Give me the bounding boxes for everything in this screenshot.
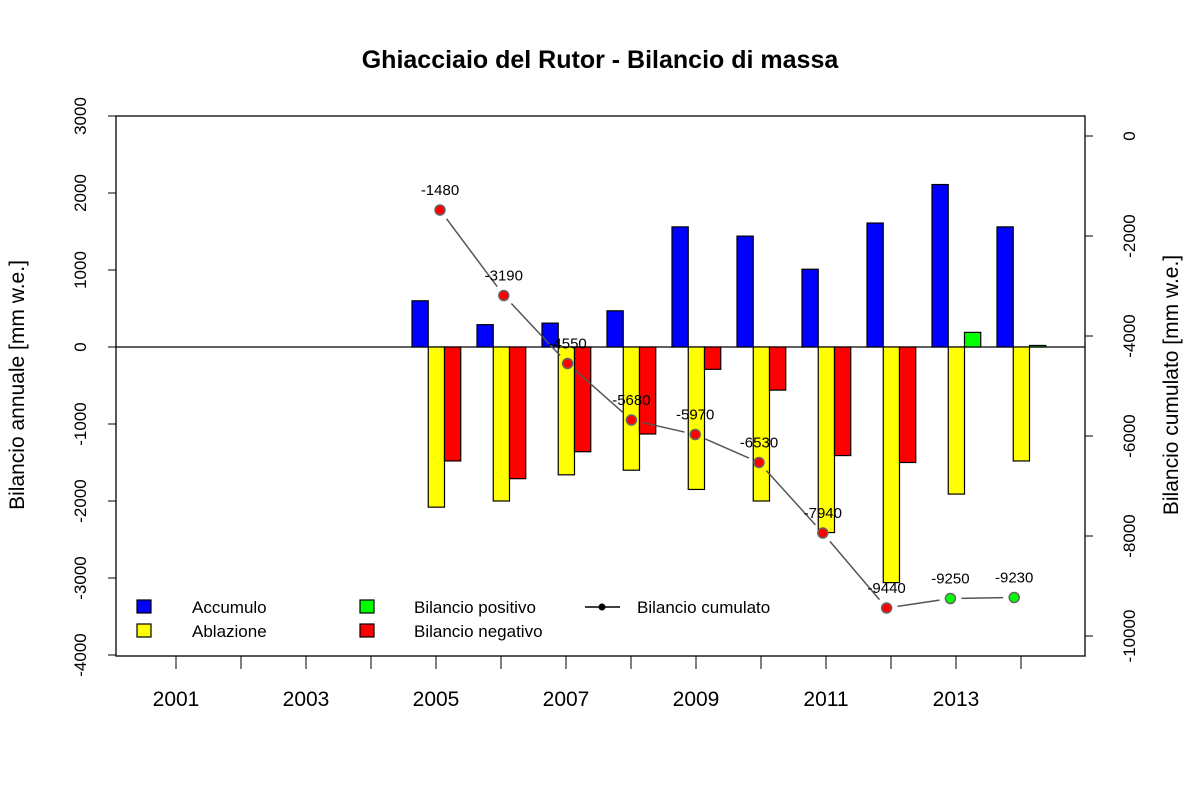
bar-accumulo-2009 (671, 226, 689, 348)
cumulative-point-2012 (880, 602, 893, 614)
cumulative-point-2013 (944, 592, 957, 605)
cumulative-point-2008 (625, 414, 638, 426)
y-tick-label: 2000 (71, 174, 90, 212)
legend-swatch-3 (359, 623, 375, 638)
bar-bilancio-2010 (768, 346, 787, 391)
bar-bilancio-2005 (443, 346, 462, 462)
bar-bilancio-2008 (638, 346, 657, 435)
bar-bilancio-2014 (1028, 344, 1047, 348)
cumulative-point-2005 (434, 204, 446, 216)
cumulative-segment (765, 470, 816, 526)
cumulative-label-2006: -3190 (485, 268, 523, 285)
y-tick-label: 3000 (71, 97, 90, 135)
legend-swatch-1 (136, 623, 152, 638)
y-tick-label: -1000 (71, 402, 90, 445)
legend-label-0: Accumulo (192, 598, 267, 617)
x-tick-label: 2007 (543, 688, 590, 711)
cumulative-segment (961, 596, 1004, 600)
bar-ablazione-2012 (882, 346, 901, 584)
cumulative-point-2006 (498, 289, 510, 302)
bar-accumulo-2014 (996, 226, 1014, 348)
y-tick-label: 1000 (71, 251, 90, 289)
plot-frame (115, 115, 1086, 657)
y-tick-label: -2000 (71, 479, 90, 522)
cumulative-label-2012: -9440 (867, 580, 905, 597)
cumulative-label-2008: -5680 (612, 392, 650, 409)
cumulative-segment (641, 421, 685, 433)
legend-swatch-2 (359, 599, 375, 614)
bar-ablazione-2009 (687, 346, 706, 491)
bar-ablazione-2006 (492, 346, 511, 502)
cumulative-label-2007: -4550 (548, 336, 586, 353)
cumulative-label-2010: -6530 (740, 435, 778, 452)
y2-tick-label: 0 (1120, 131, 1139, 140)
bar-accumulo-2013 (931, 183, 949, 348)
legend-label-1: Ablazione (192, 622, 267, 641)
bar-bilancio-2007 (573, 346, 592, 453)
cumulative-label-2011: -7940 (804, 505, 842, 522)
legend-swatch-0 (136, 599, 152, 614)
legend-point-swatch (598, 603, 606, 611)
cumulative-label-2009: -5970 (676, 407, 714, 424)
cumulative-label-2014: -9230 (995, 570, 1033, 587)
x-tick-label: 2009 (673, 688, 720, 711)
x-tick-label: 2013 (933, 688, 980, 711)
legend-label-2: Bilancio positivo (414, 598, 536, 617)
y2-axis-label: Bilancio cumulato [mm w.e.] (1160, 255, 1183, 515)
y2-tick-label: -2000 (1120, 214, 1139, 257)
bar-ablazione-2005 (427, 346, 446, 508)
chart-title: Ghiacciaio del Rutor - Bilancio di massa (362, 46, 840, 74)
bar-ablazione-2010 (752, 346, 771, 502)
cumulative-segment (829, 540, 881, 601)
cumulative-segment (575, 370, 624, 414)
bar-bilancio-2012 (898, 346, 917, 464)
cumulative-point-2007 (561, 357, 574, 370)
x-tick-label: 2005 (413, 688, 460, 711)
y-tick-label: -4000 (71, 633, 90, 676)
y2-tick-label: -6000 (1120, 414, 1139, 457)
bar-bilancio-2011 (833, 346, 852, 457)
cumulative-label-2013: -9250 (931, 571, 969, 588)
cumulative-point-2014 (1008, 591, 1020, 604)
bar-bilancio-2013 (963, 331, 982, 348)
bar-accumulo-2011 (801, 268, 819, 348)
x-tick-label: 2001 (153, 688, 200, 711)
y-axis-label: Bilancio annuale [mm w.e.] (6, 260, 29, 510)
y-tick-label: 0 (71, 342, 90, 351)
bar-accumulo-2006 (476, 324, 494, 348)
x-tick-label: 2003 (283, 688, 330, 711)
bar-bilancio-2009 (703, 346, 722, 370)
cumulative-label-2005: -1480 (421, 182, 459, 199)
bar-accumulo-2010 (736, 235, 754, 348)
cumulative-segment (445, 218, 498, 288)
cumulative-segment (510, 303, 561, 356)
bar-bilancio-2006 (508, 346, 527, 480)
y-tick-label: -3000 (71, 556, 90, 599)
y2-tick-label: -8000 (1120, 514, 1139, 557)
cumulative-segment (897, 599, 940, 608)
bar-ablazione-2014 (1012, 346, 1031, 462)
bar-accumulo-2008 (606, 310, 624, 348)
bar-ablazione-2013 (947, 346, 966, 495)
cumulative-point-2009 (689, 428, 701, 441)
x-tick-label: 2011 (803, 688, 848, 711)
cumulative-point-2011 (817, 527, 829, 539)
cumulative-segment (704, 438, 750, 459)
legend-label-4: Bilancio cumulato (637, 598, 770, 617)
cumulative-point-2010 (753, 456, 765, 469)
bar-accumulo-2005 (411, 300, 429, 348)
y2-tick-label: -4000 (1120, 314, 1139, 357)
bar-accumulo-2012 (866, 222, 884, 348)
y2-tick-label: -10000 (1120, 610, 1139, 663)
legend-label-3: Bilancio negativo (414, 622, 543, 641)
